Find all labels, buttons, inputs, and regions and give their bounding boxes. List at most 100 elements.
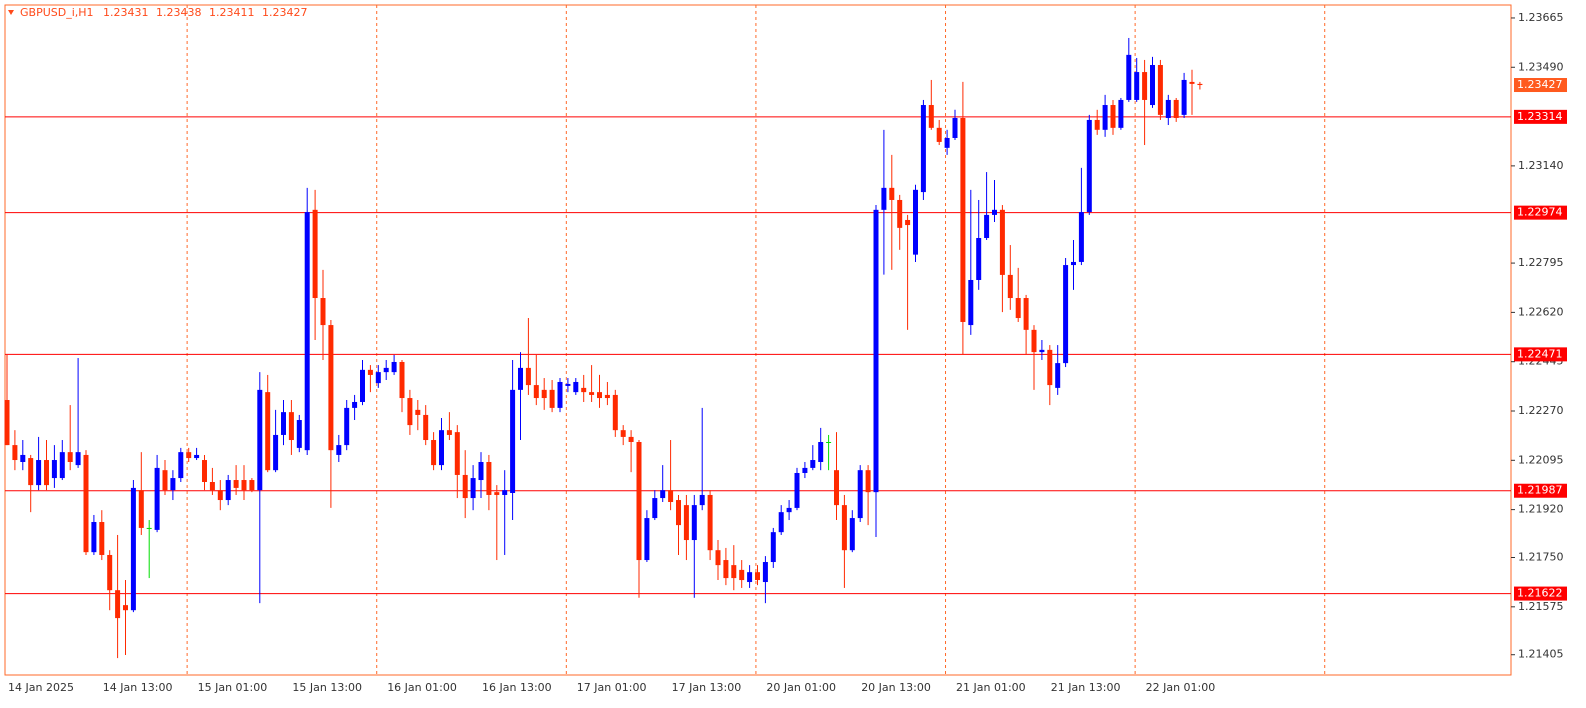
candle-body [186, 452, 192, 459]
candle-body [454, 432, 460, 475]
candle-body [834, 470, 839, 506]
candle-body [83, 454, 89, 553]
candle-body [1094, 119, 1100, 130]
y-tick-label: 1.22795 [1518, 256, 1564, 269]
candle-body [620, 430, 626, 437]
x-tick-label: 17 Jan 13:00 [672, 681, 742, 694]
candle-body [549, 389, 555, 408]
level-layer [5, 116, 1511, 595]
candle-body [668, 490, 674, 503]
candle-body [328, 325, 334, 451]
candle-body [375, 372, 381, 384]
y-tick-label: 1.23665 [1518, 11, 1564, 24]
candle-body [367, 369, 373, 375]
candle-body [28, 458, 34, 486]
candle-body [865, 470, 871, 493]
candle-body [296, 420, 302, 448]
x-tick-label: 14 Jan 13:00 [103, 681, 173, 694]
x-tick-label: 14 Jan 2025 [8, 681, 74, 694]
candle-body [304, 212, 310, 451]
candle-body [162, 470, 168, 491]
candle-body [683, 505, 689, 541]
candle-body [494, 492, 500, 495]
candle-body [604, 394, 610, 399]
candle-body [581, 387, 587, 393]
candle-body [889, 187, 895, 200]
candle-body [1078, 212, 1084, 262]
candle-body [533, 385, 539, 399]
y-tick-label: 1.23490 [1518, 60, 1564, 73]
candle-body [99, 522, 105, 555]
candle-body [12, 445, 18, 461]
candle-body [897, 199, 903, 228]
candle-body [257, 389, 263, 491]
candle-body [802, 467, 808, 473]
candle-body [478, 461, 484, 481]
candle-body [952, 117, 958, 138]
collapse-arrow[interactable] [8, 10, 14, 15]
candle-body [273, 434, 279, 471]
candle-body [841, 505, 847, 551]
candle-body [565, 383, 571, 386]
x-tick-label: 15 Jan 01:00 [198, 681, 268, 694]
candle-body [1181, 79, 1187, 115]
candle-body [146, 527, 152, 529]
header-open: 1.23431 [103, 6, 149, 19]
candle-body [36, 460, 42, 486]
current-price-box [1514, 78, 1567, 93]
candle-body [597, 392, 602, 399]
candle-body [541, 389, 547, 399]
level-label: 1.22974 [1517, 206, 1563, 219]
candle-body [217, 490, 223, 501]
candle-body [1023, 298, 1029, 330]
candle-body [1134, 72, 1140, 100]
candle-body [818, 441, 824, 462]
candle-body [51, 460, 57, 479]
candle-body [644, 518, 650, 561]
candle-body [107, 554, 113, 591]
candle-body [976, 238, 982, 280]
candle-body [446, 430, 452, 435]
candle-body [352, 401, 358, 408]
candle-body [731, 565, 737, 579]
candle-body [707, 494, 713, 551]
candle-body [130, 487, 136, 611]
header-high: 1.23438 [156, 6, 202, 19]
candle-body [138, 490, 144, 528]
candle-body [984, 214, 990, 239]
x-tick-label: 16 Jan 13:00 [482, 681, 552, 694]
x-tick-label: 22 Jan 01:00 [1146, 681, 1216, 694]
candle-body [881, 187, 887, 210]
candle-body [960, 117, 966, 322]
candle-body [288, 412, 294, 441]
candle-body [1015, 298, 1021, 319]
candle-body [1031, 329, 1037, 353]
candle-body [510, 389, 516, 493]
x-tick-label: 20 Jan 13:00 [861, 681, 931, 694]
candle-body [739, 569, 745, 581]
candle-body [44, 460, 49, 486]
candle-body [857, 470, 863, 519]
candle-body [1110, 105, 1116, 128]
candle-body [913, 189, 918, 255]
candle-body [699, 494, 705, 506]
header-low: 1.23411 [209, 6, 255, 19]
x-tick-label: 16 Jan 01:00 [387, 681, 457, 694]
candle-body [1102, 105, 1108, 130]
candle-body [178, 452, 184, 479]
level-label: 1.21987 [1517, 484, 1563, 497]
x-tick-label: 17 Jan 01:00 [577, 681, 647, 694]
candle-body [202, 460, 207, 483]
x-tick-label: 21 Jan 01:00 [956, 681, 1026, 694]
x-tick-label: 15 Jan 13:00 [292, 681, 362, 694]
chart-header: GBPUSD_i,H1 1.23431 1.23438 1.23411 1.23… [20, 6, 308, 19]
y-tick-label: 1.21920 [1518, 503, 1564, 516]
candle-body [1157, 65, 1163, 115]
candle-body [91, 522, 97, 553]
level-label-box [1514, 586, 1567, 601]
candle-body [115, 590, 121, 619]
candle-body [1142, 72, 1148, 100]
candle-body [415, 409, 421, 415]
candle-body [747, 572, 753, 583]
